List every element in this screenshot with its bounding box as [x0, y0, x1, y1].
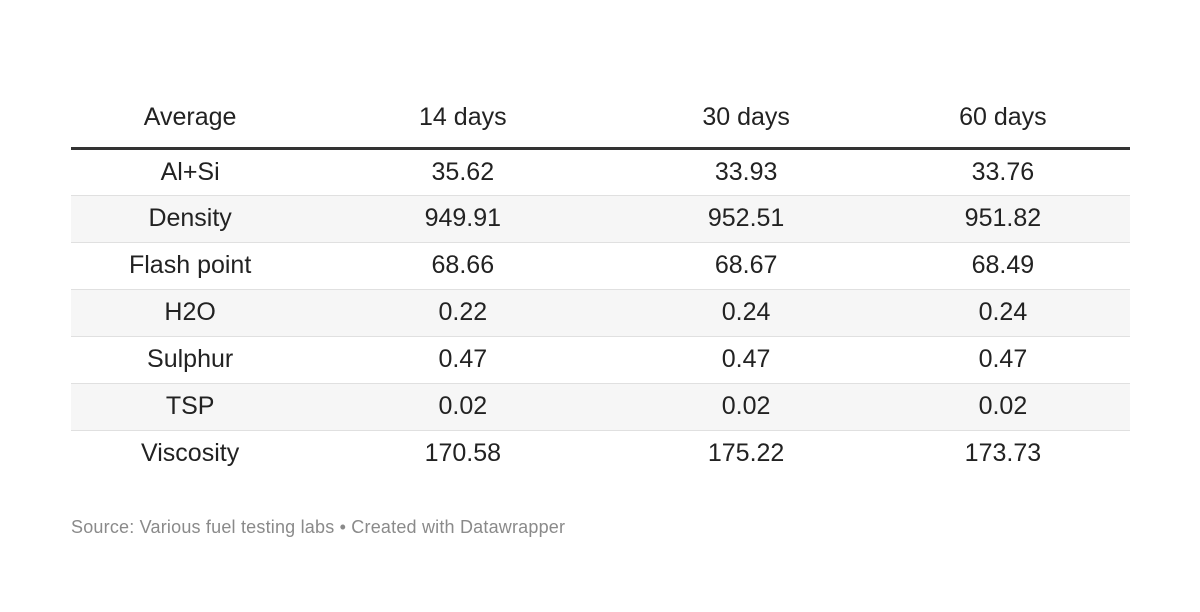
row-label: Flash point	[128, 251, 252, 279]
row-label: Sulphur	[147, 345, 234, 373]
table-header-row: Average 14 days 30 days 60 days	[71, 88, 1130, 150]
table-row: TSP 0.02 0.02 0.02	[71, 383, 1130, 430]
row-label: Density	[148, 204, 232, 232]
table-row: Density 949.91 952.51 951.82	[71, 195, 1130, 242]
cell-value: 0.22	[438, 298, 488, 326]
cell-value: 33.93	[714, 157, 778, 186]
row-label: Al+Si	[160, 157, 220, 186]
cell-value: 173.73	[964, 439, 1042, 468]
table-row: Flash point 68.66 68.67 68.49	[71, 242, 1130, 289]
cell-value: 170.58	[424, 439, 502, 468]
cell-value: 35.62	[431, 157, 495, 186]
cell-value: 0.47	[438, 345, 488, 373]
cell-value: 0.24	[721, 298, 771, 326]
column-header-average: Average	[71, 88, 310, 150]
averages-table: Average 14 days 30 days 60 days Al+Si 35.62 3…	[71, 88, 1130, 477]
cell-value: 951.82	[964, 204, 1042, 232]
column-header-14-days: 14 days	[309, 88, 617, 150]
table-row: H2O 0.22 0.24 0.24	[71, 289, 1130, 336]
cell-value: 68.67	[714, 251, 778, 279]
row-label: H2O	[164, 298, 216, 326]
cell-value: 68.49	[971, 251, 1035, 279]
table-row: Al+Si 35.62 33.93 33.76	[71, 148, 1130, 195]
table-row: Viscosity 170.58 175.22 173.73	[71, 430, 1130, 477]
cell-value: 952.51	[707, 204, 785, 232]
column-header-30-days: 30 days	[616, 88, 876, 150]
cell-value: 33.76	[971, 157, 1035, 186]
source-attribution: Source: Various fuel testing labs • Crea…	[71, 517, 566, 537]
table-row: Sulphur 0.47 0.47 0.47	[71, 336, 1130, 383]
row-label: TSP	[165, 392, 215, 420]
cell-value: 0.47	[721, 345, 771, 373]
data-table: Average 14 days 30 days 60 days Al+Si 35.62 3…	[71, 88, 1130, 477]
table-header: Average 14 days 30 days 60 days	[71, 88, 1130, 150]
row-label: Viscosity	[141, 439, 240, 468]
column-header-60-days: 60 days	[875, 88, 1130, 150]
cell-value: 0.02	[721, 392, 771, 420]
cell-value: 0.47	[978, 345, 1028, 373]
table-body: Al+Si 35.62 33.93 33.76 Density 949.91 952.51 9…	[71, 148, 1130, 477]
cell-value: 0.24	[978, 298, 1028, 326]
cell-value: 68.66	[431, 251, 495, 279]
cell-value: 0.02	[438, 392, 488, 420]
cell-value: 949.91	[424, 204, 502, 232]
cell-value: 0.02	[978, 392, 1028, 420]
cell-value: 175.22	[707, 439, 785, 468]
